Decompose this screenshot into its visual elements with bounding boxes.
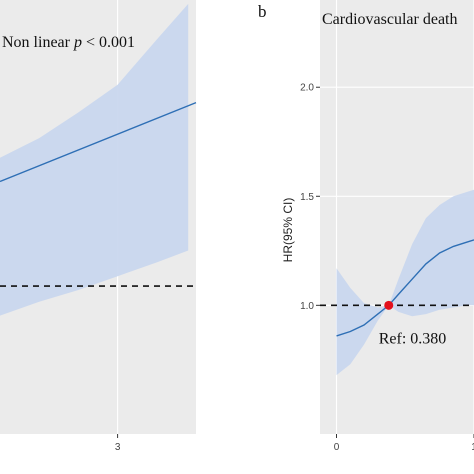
annotation-prefix: Non linear <box>2 34 74 51</box>
x-tick-label: 0 <box>334 442 340 453</box>
annotation-suffix: < 0.001 <box>82 34 135 51</box>
annotation-p-italic: p <box>73 34 82 51</box>
panel-b-label: b <box>258 2 267 21</box>
panel-b-y-axis-title: HR(95% CI) <box>281 198 295 263</box>
y-tick-label: 1.5 <box>300 192 314 203</box>
x-tick-label: 1 <box>471 442 474 453</box>
panel-b-x-axis: 01 <box>334 434 474 453</box>
panel-a: 3 Non linear p < 0.001 <box>0 0 197 453</box>
y-tick-label: 1.0 <box>300 301 314 312</box>
panel-a-hr-line <box>0 101 197 183</box>
panel-a-x-axis: 3 <box>115 434 121 453</box>
y-tick-label: 2.0 <box>300 83 314 94</box>
panel-b-y-axis: 1.0 1.5 2.0 <box>300 83 320 312</box>
x-tick-label: 3 <box>115 442 121 453</box>
panel-b-hr-line <box>336 239 474 337</box>
panel-b-confidence-band <box>336 189 474 376</box>
panel-b: b Cardiovascular death Ref: 0.380 1.0 1.5… <box>258 0 474 453</box>
panel-b-reference-label: Ref: 0.380 <box>379 330 447 347</box>
panel-a-confidence-band <box>0 3 189 316</box>
panel-b-title: Cardiovascular death <box>322 11 458 28</box>
panel-b-reference-point <box>384 300 394 310</box>
panel-a-annotation: Non linear p < 0.001 <box>2 34 135 51</box>
